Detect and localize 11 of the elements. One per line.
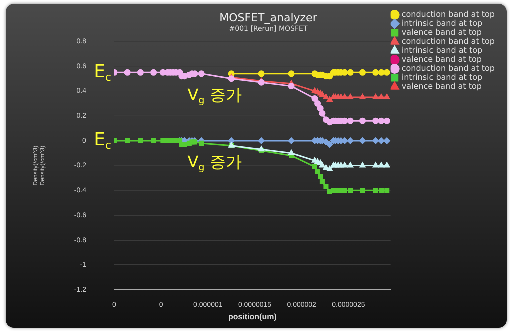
legend-label: conduction band at top xyxy=(402,37,495,46)
legend-label: conduction band at top xyxy=(402,64,495,74)
chart-title: MOSFET_analyzer xyxy=(220,11,318,24)
legend-label: valence band at top xyxy=(402,28,482,38)
legend-label: intrinsic band at top xyxy=(402,19,483,28)
legend-label: intrinsic band at top xyxy=(402,73,483,82)
x-axis-title: position(um) xyxy=(228,312,278,322)
legend-label: intrinsic band at top xyxy=(402,46,483,56)
legend-label: conduction band at top xyxy=(402,10,495,20)
legend-label: valence band at top xyxy=(402,82,482,92)
legend-label: valence band at top xyxy=(402,55,482,64)
